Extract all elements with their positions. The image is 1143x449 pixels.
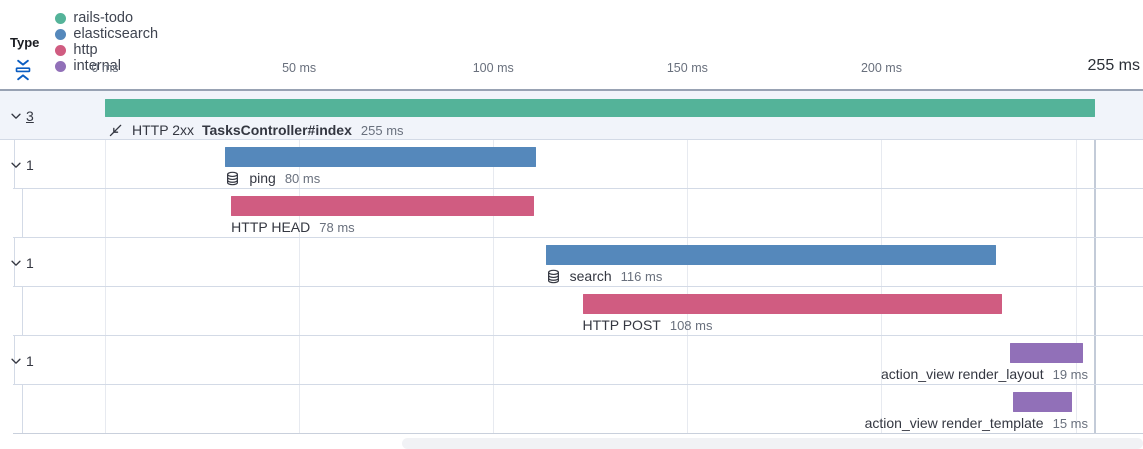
child-count: 1 xyxy=(26,156,34,173)
span-row-search: 1 search 116 ms xyxy=(0,238,1143,287)
gridline-0ms xyxy=(105,91,106,434)
trace-end-line xyxy=(1094,91,1096,434)
axis-tick-0: 0 ms xyxy=(91,61,119,75)
span-row-action_view render_layout: 1 action_view render_layout 19 ms xyxy=(0,336,1143,385)
chevron-down-icon xyxy=(9,354,23,368)
span-label-ping[interactable]: ping 80 ms xyxy=(225,169,320,187)
legend-item-label: internal xyxy=(73,58,121,74)
span-row-HTTP POST: HTTP POST 108 ms xyxy=(0,287,1143,336)
gridline-100ms xyxy=(493,91,495,434)
span-name: HTTP POST xyxy=(582,317,661,333)
row-divider xyxy=(13,237,1143,238)
legend-dot-icon xyxy=(55,44,67,56)
span-name: action_view render_layout xyxy=(880,366,1044,382)
axis-tick-50: 50 ms xyxy=(282,61,317,75)
span-name: ping xyxy=(249,170,276,186)
span-bar-action_view render_layout[interactable] xyxy=(1009,343,1084,363)
expand-toggle-action_view render_layout[interactable]: 1 xyxy=(9,353,34,369)
legend-item-label: http xyxy=(73,42,98,58)
legend-dot-icon xyxy=(55,60,67,72)
database-icon xyxy=(546,269,561,284)
span-duration: 108 ms xyxy=(669,317,713,333)
indent-guide xyxy=(22,189,23,238)
span-label-HTTP POST[interactable]: HTTP POST 108 ms xyxy=(583,316,713,334)
legend-dot-icon xyxy=(55,28,67,40)
span-duration: 15 ms xyxy=(1052,415,1088,431)
row-divider xyxy=(13,286,1143,287)
legend-title: Type xyxy=(10,34,40,50)
span-name: search xyxy=(569,268,612,284)
legend-dot-icon xyxy=(55,12,67,24)
span-duration: 19 ms xyxy=(1052,366,1088,382)
span-result-prefix: HTTP 2xx xyxy=(132,122,194,138)
gridline-50ms xyxy=(299,91,301,434)
fold-icon-glyph xyxy=(15,59,31,81)
row-divider xyxy=(13,188,1143,189)
legend-item-rails-todo[interactable]: rails-todo xyxy=(55,10,158,26)
database-icon xyxy=(225,171,240,186)
legend-items: rails-todo elasticsearch http internal xyxy=(55,10,172,74)
indent-guide xyxy=(22,385,23,434)
span-bar-HTTP HEAD[interactable] xyxy=(231,196,534,216)
span-bar-HTTP POST[interactable] xyxy=(582,294,1002,314)
span-name: TasksController#index xyxy=(201,122,352,138)
legend-item-internal[interactable]: internal xyxy=(55,58,158,74)
span-label-action_view render_template[interactable]: action_view render_template 15 ms xyxy=(865,414,1088,432)
span-label-HTTP HEAD[interactable]: HTTP HEAD 78 ms xyxy=(231,218,355,236)
merge-icon xyxy=(108,123,123,138)
expand-toggle-ping[interactable]: 1 xyxy=(9,157,34,173)
span-row-ping: 1 ping 80 ms xyxy=(0,140,1143,189)
row-divider xyxy=(13,433,1143,434)
span-bar-ping[interactable] xyxy=(225,147,536,167)
waterfall: 3 HTTP 2xx TasksController#index 255 ms 1 pin… xyxy=(0,89,1143,434)
span-label-TasksController#index[interactable]: HTTP 2xx TasksController#index 255 ms xyxy=(108,121,404,139)
chevron-down-icon xyxy=(9,158,23,172)
span-duration: 116 ms xyxy=(620,268,663,284)
axis-tick-150: 150 ms xyxy=(666,61,708,75)
span-row-action_view render_template: action_view render_template 15 ms xyxy=(0,385,1143,434)
chevron-down-icon xyxy=(9,256,23,270)
span-bar-search[interactable] xyxy=(545,245,996,265)
span-name: HTTP HEAD xyxy=(231,219,311,235)
span-row-HTTP HEAD: HTTP HEAD 78 ms xyxy=(0,189,1143,238)
gridline-250ms xyxy=(1075,91,1077,434)
span-label-search[interactable]: search 116 ms xyxy=(546,267,663,285)
child-count: 1 xyxy=(26,352,34,369)
expand-toggle-search[interactable]: 1 xyxy=(9,255,34,271)
row-divider xyxy=(13,335,1143,336)
child-count: 1 xyxy=(26,254,34,271)
legend-item-http[interactable]: http xyxy=(55,42,158,58)
span-duration: 78 ms xyxy=(319,219,355,235)
row-divider xyxy=(0,139,1143,140)
span-bar-action_view render_template[interactable] xyxy=(1013,392,1072,412)
span-name: action_view render_template xyxy=(864,415,1044,431)
legend-item-label: rails-todo xyxy=(73,10,134,26)
legend-item-label: elasticsearch xyxy=(73,26,159,42)
chevron-down-icon xyxy=(9,109,23,123)
span-label-action_view render_layout[interactable]: action_view render_layout 19 ms xyxy=(881,365,1088,383)
axis-tick-100: 100 ms xyxy=(472,61,514,75)
axis-tick-200: 200 ms xyxy=(860,61,902,75)
child-count: 3 xyxy=(26,107,34,124)
transaction-row-TasksController#index: 3 HTTP 2xx TasksController#index 255 ms xyxy=(0,89,1143,140)
legend: Type rails-todo elasticsearch http internal xyxy=(10,10,172,74)
span-duration: 80 ms xyxy=(284,170,321,186)
span-duration: 255 ms xyxy=(360,122,404,138)
fold-icon[interactable] xyxy=(11,57,35,85)
legend-item-elasticsearch[interactable]: elasticsearch xyxy=(55,26,158,42)
axis-tick-255: 255 ms xyxy=(1087,57,1140,74)
expand-toggle-TasksController#index[interactable]: 3 xyxy=(9,108,34,124)
span-bar-TasksController#index[interactable] xyxy=(105,99,1095,117)
row-divider xyxy=(13,384,1143,385)
horizontal-scrollbar-thumb[interactable] xyxy=(402,438,1143,449)
indent-guide xyxy=(22,287,23,336)
